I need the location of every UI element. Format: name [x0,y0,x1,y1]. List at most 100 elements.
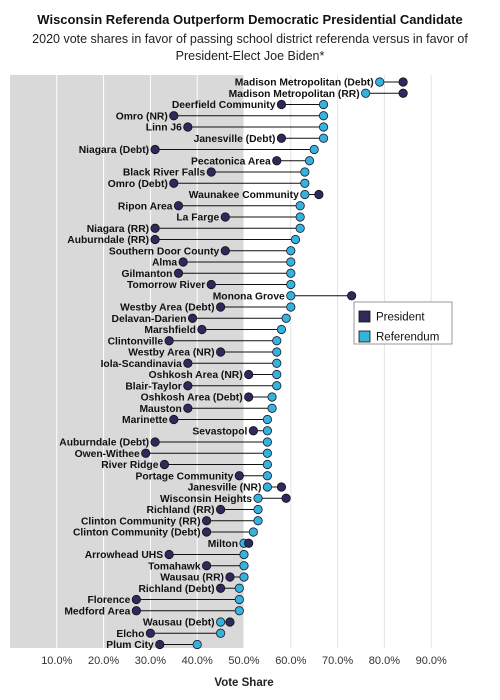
category-label: Milton [208,539,238,550]
president-point [216,347,226,357]
president-point [225,572,235,582]
president-point [276,99,287,110]
president-point [197,324,207,335]
referendum-point [262,448,272,458]
referendum-point [286,268,296,278]
category-label: Niagara (Debt) [79,145,149,156]
president-point [248,426,258,436]
referendum-point [262,426,272,436]
president-point [150,234,160,245]
category-label: Niagara (RR) [87,224,149,235]
referendum-point [318,133,329,143]
category-label: Clintonville [108,336,164,347]
category-label: Tomorrow River [127,280,205,291]
category-label: Omro (NR) [116,111,168,122]
president-point [131,594,141,605]
referendum-point [262,414,272,425]
referendum-point [286,257,296,267]
president-point [276,482,287,492]
president-point [398,88,408,98]
x-tick-label: 10.0% [41,655,72,667]
referendum-point [295,212,305,222]
referendum-point [239,549,249,560]
president-point [216,302,226,312]
category-label: Richland (RR) [147,505,215,516]
referendum-point [253,493,263,503]
category-label: Oshkosh Area (NR) [149,370,243,381]
chart-subtitle: 2020 vote shares in favor of passing sch… [32,32,468,63]
president-point [201,527,212,537]
category-label: Monona Grove [213,291,285,302]
referendum-point [318,111,329,121]
president-point [183,358,193,368]
referendum-point [375,77,385,87]
referendum-point [318,99,329,110]
category-label: Marinette [122,415,168,426]
category-label: Owen-Withee [75,449,140,460]
president-point [244,538,254,548]
referendum-point [272,336,282,346]
category-label: Clinton Community (Debt) [73,528,201,539]
referendum-point [262,471,272,481]
referendum-point [192,639,202,650]
president-point [150,437,160,447]
referendum-point [239,572,249,582]
president-point [272,156,282,166]
referendum-point [295,201,305,211]
x-tick-label: 90.0% [416,655,447,667]
x-tick-label: 50.0% [228,655,259,667]
category-label: Iola-Scandinavia [101,359,183,370]
president-point [150,223,160,233]
referendum-point [300,189,310,200]
x-tick-label: 70.0% [322,655,353,667]
category-label: Richland (Debt) [139,584,215,595]
referendum-point [290,234,301,245]
category-label: Wausau (Debt) [143,618,215,629]
category-label: Blair-Taylor [125,381,181,392]
president-point [169,178,179,188]
referendum-point [272,347,282,357]
referendum-point [286,302,296,312]
president-point [314,189,324,200]
category-label: La Farge [176,213,219,224]
category-label: River Ridge [101,460,158,471]
referendum-point [262,482,272,492]
president-point [276,133,287,143]
president-point [225,617,235,627]
president-point [169,414,179,425]
category-label: Black River Falls [123,168,206,179]
category-label: Arrowhead UHS [85,550,164,561]
referendum-point [286,291,296,301]
x-tick-label: 20.0% [88,655,119,667]
president-point [141,448,151,458]
category-label: Madison Metropolitan (Debt) [235,78,374,89]
category-label: Madison Metropolitan (RR) [229,89,360,100]
president-point [201,561,212,571]
category-label: Wisconsin Heights [160,494,252,505]
category-label: Wausau (RR) [160,573,224,584]
referendum-point [295,223,305,233]
category-label: Florence [87,595,130,606]
legend-president-swatch [358,310,371,323]
category-label: Waunakee Community [189,190,299,201]
category-label: Westby Area (NR) [128,348,214,359]
referendum-point [216,617,226,627]
referendum-point [216,628,226,638]
category-label: Auburndale (Debt) [59,438,149,449]
president-point [220,212,230,222]
legend-president-label: President [376,312,425,324]
referendum-point [304,156,315,166]
referendum-point [286,279,296,290]
legend-referendum-swatch [358,330,371,343]
referendum-point [272,369,282,380]
referendum-point [272,381,282,391]
category-label: Gilmanton [122,269,173,280]
category-label: Alma [152,258,177,269]
president-point [216,583,226,593]
president-point [206,167,216,177]
category-label: Clinton Community (RR) [81,516,201,527]
president-point [150,144,160,155]
x-axis-label: Vote Share [214,677,273,689]
category-label: Omro (Debt) [108,179,168,190]
referendum-point [234,606,244,616]
